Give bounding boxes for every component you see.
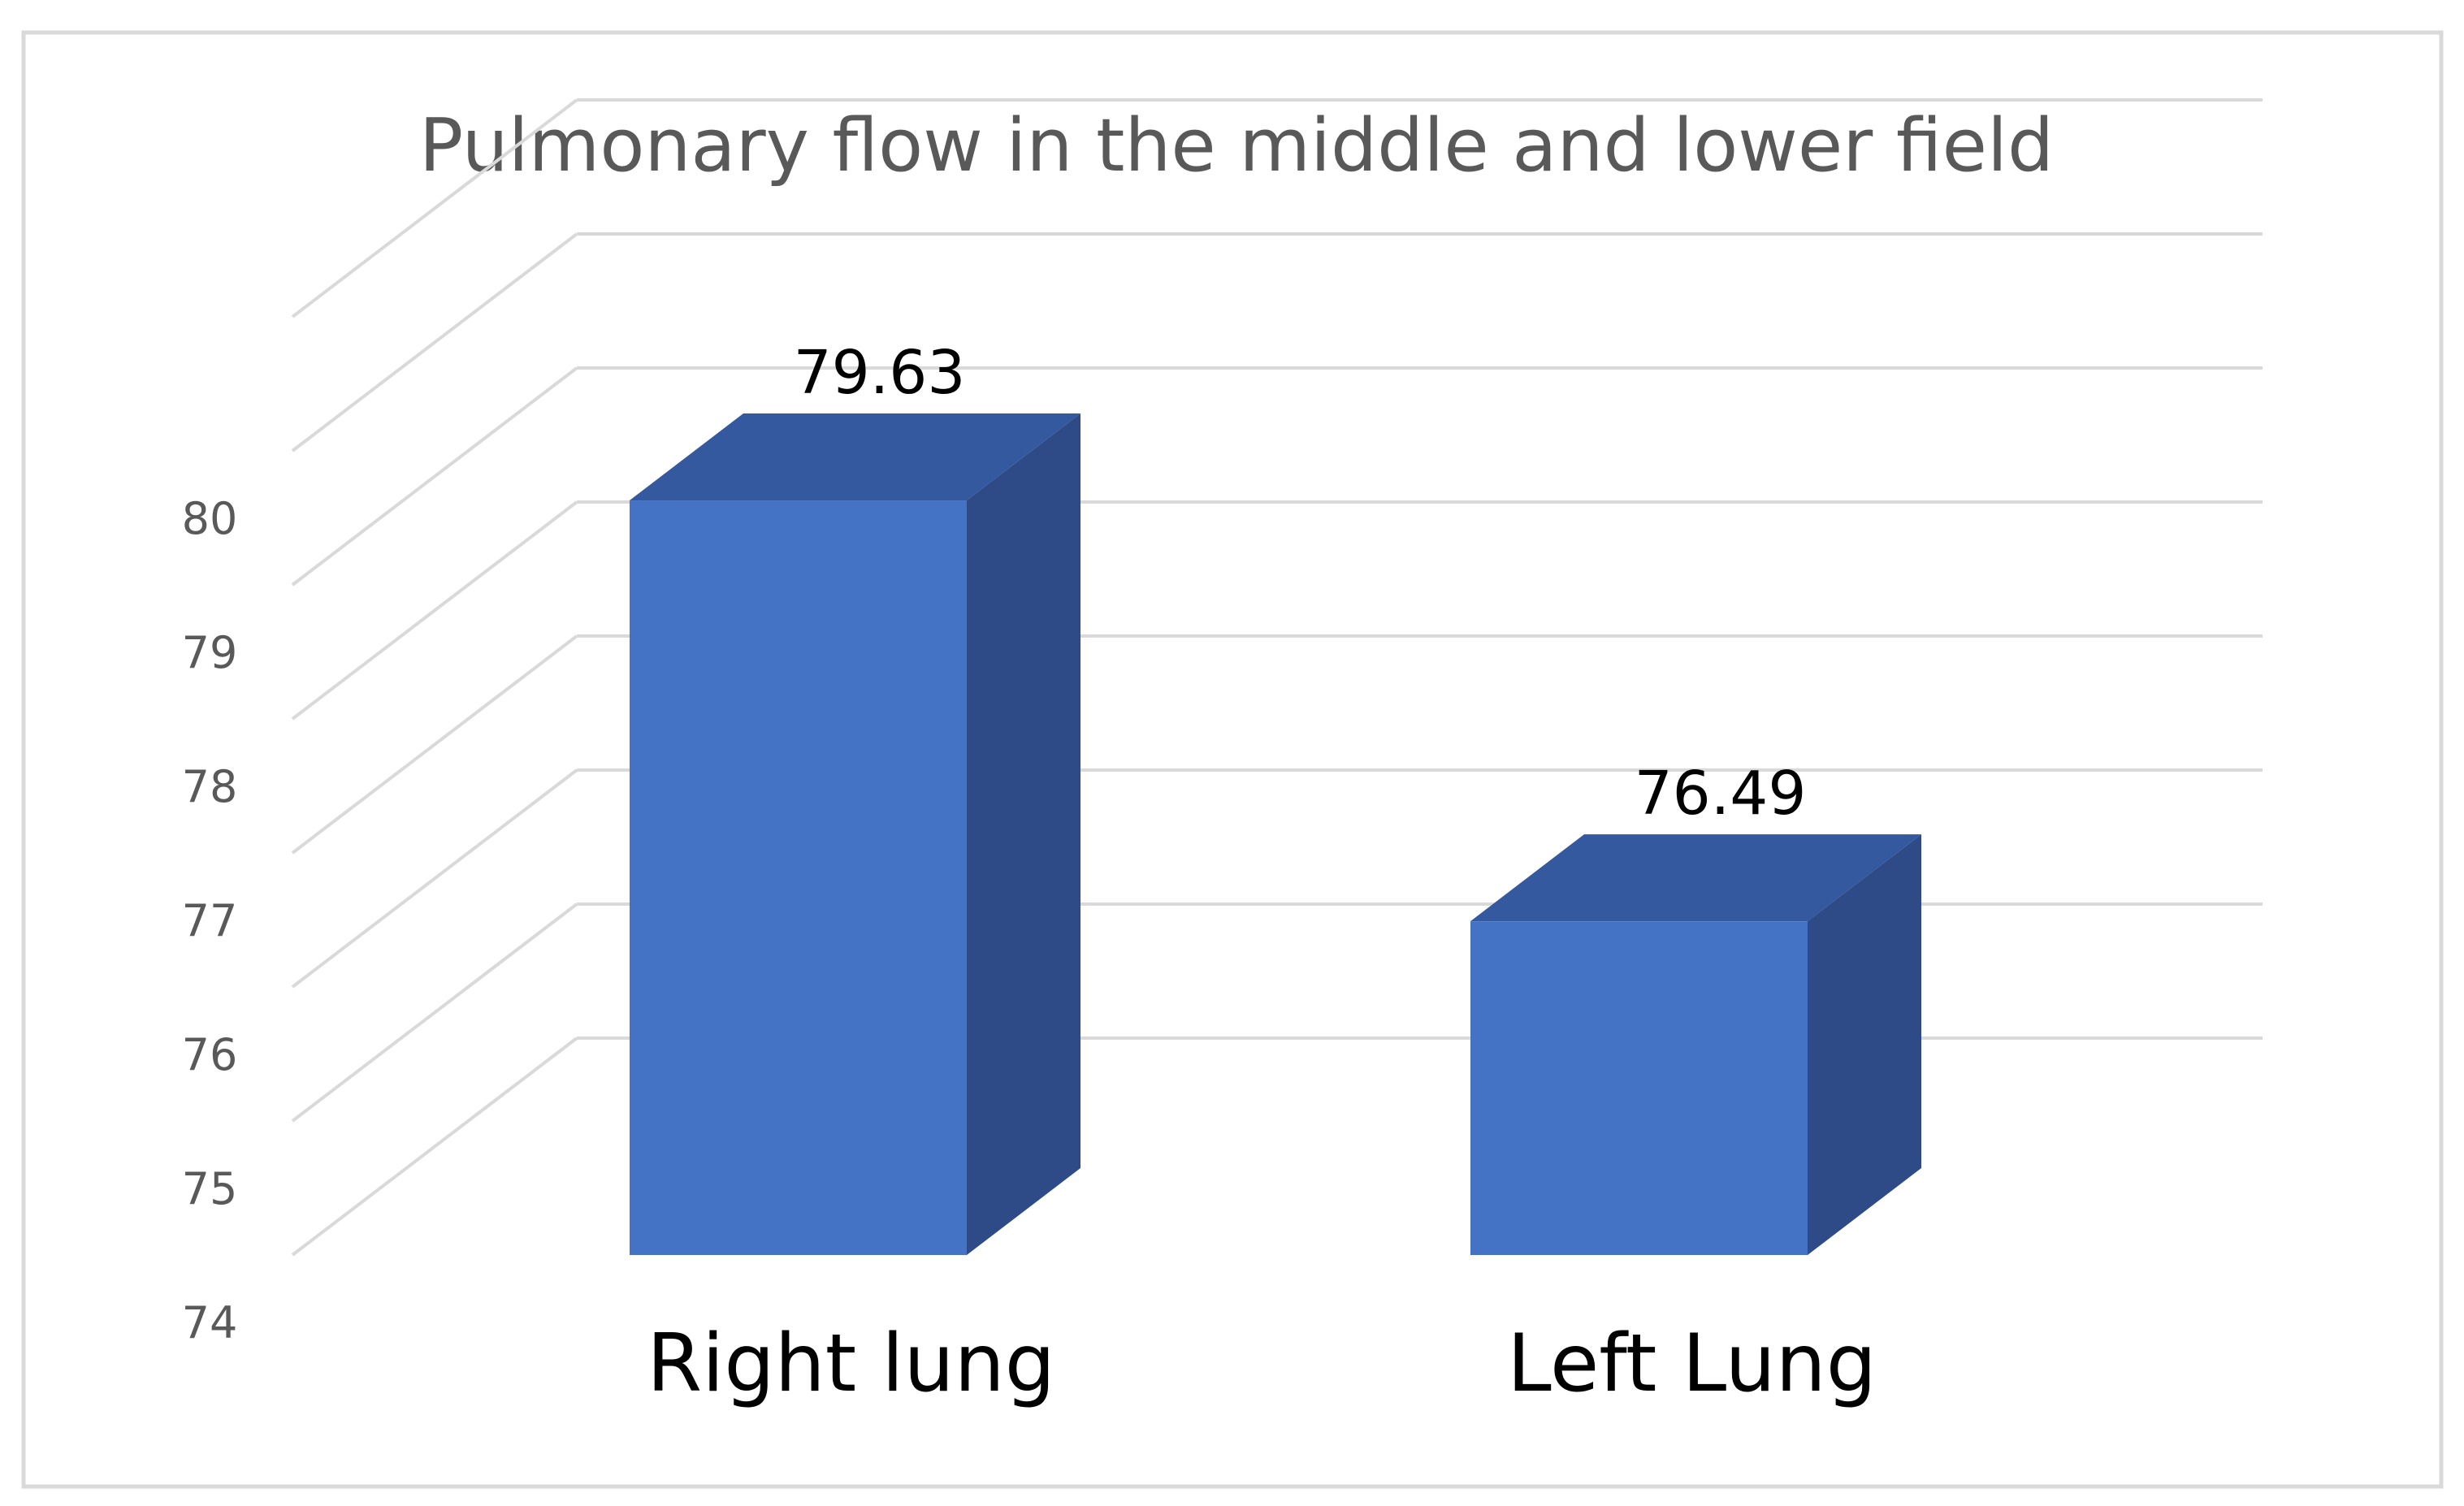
gridline-side-80 [291,232,578,452]
bars-group [630,413,1921,1255]
gridline-side-76 [291,768,578,989]
data-label: 79.63 [794,338,966,408]
chart-title: Pulmonary flow in the middle and lower f… [419,103,2054,188]
y-axis-ticks-group: 74 75 76 77 78 79 80 [182,493,238,1348]
y-tick-label: 76 [182,1029,238,1080]
gridline-side-79 [291,366,578,586]
data-label: 76.49 [1635,759,1807,829]
gridline-side-75 [291,902,578,1123]
gridline-side-81 [291,98,578,318]
bar-right-lung [630,413,1080,1255]
gridline-side-77 [291,634,578,855]
bar-top-face [630,413,1080,501]
bar-side-face [1808,834,1921,1255]
category-labels-group: Right lung Left Lung [647,1318,1877,1410]
bar-left-lung [1470,834,1921,1255]
data-labels-group: 79.63 76.49 [794,338,1807,829]
y-tick-label: 78 [182,761,238,812]
category-label: Right lung [647,1318,1055,1410]
bar-front-face [630,500,967,1255]
bar-top-face [1470,834,1921,922]
y-tick-label: 74 [182,1297,238,1348]
y-tick-label: 79 [182,627,238,678]
gridline-side-78 [291,500,578,721]
y-tick-label: 75 [182,1163,238,1214]
category-label: Left Lung [1507,1318,1877,1410]
chart-frame [21,30,2444,1489]
y-tick-label: 77 [182,895,238,946]
bar-front-face [1470,921,1808,1255]
y-tick-label: 80 [182,493,238,544]
gridline-side-74 [291,1036,578,1257]
bar-side-face [967,413,1080,1255]
